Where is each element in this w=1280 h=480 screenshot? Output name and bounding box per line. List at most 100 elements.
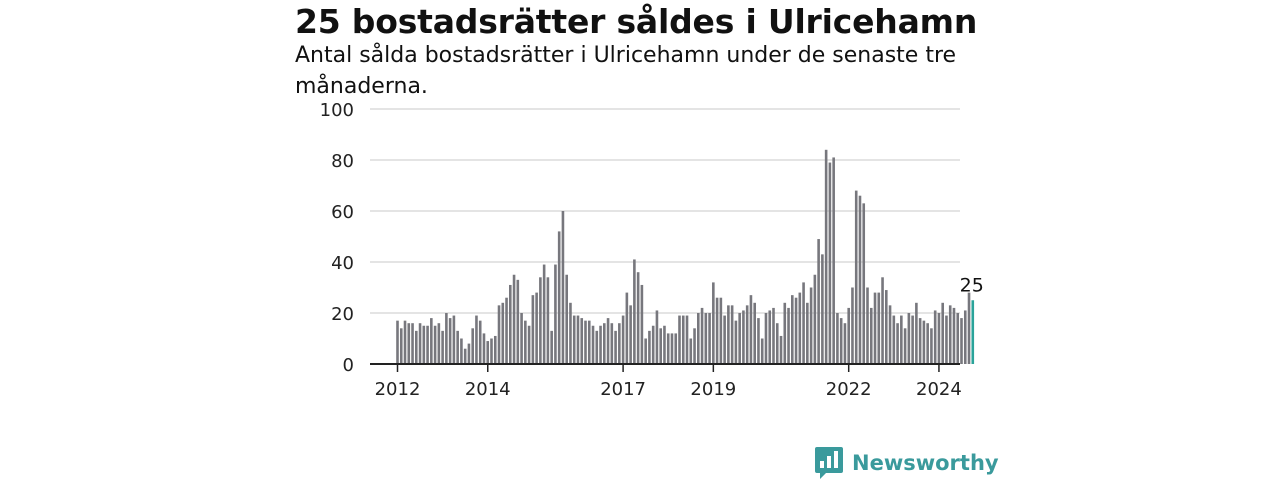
bar [486,341,490,364]
bar [633,259,636,364]
last-value-label: 25 [960,274,984,296]
chart-title: 25 bostadsrätter såldes i Ulricehamn [295,2,978,41]
bar [587,320,591,364]
bar [422,325,426,364]
bar [550,330,553,364]
chart-subtitle: Antal sålda bostadsrätter i Ulricehamn u… [295,43,957,99]
bar [426,325,429,364]
bar [881,277,884,364]
bar [809,287,813,364]
bar [712,282,715,364]
bar [554,264,557,364]
bar [580,318,584,364]
bar [772,307,775,364]
bar [441,330,444,364]
bar [565,274,568,364]
bar [648,330,651,364]
bar [640,284,644,364]
bar [866,287,869,364]
bar [629,305,632,364]
bar [403,320,407,364]
bar [854,190,858,364]
bar [433,325,437,364]
bar [531,295,535,364]
bar [851,287,854,364]
bar [546,277,550,364]
bar [527,325,531,364]
bar [738,313,741,364]
bar [715,297,719,364]
bar [524,320,527,364]
newsworthy-logo-text: Newsworthy [852,451,999,475]
bar [730,305,734,364]
bar [708,313,711,364]
bar [798,292,802,364]
bar [463,348,467,364]
bar [535,292,538,364]
bar [689,338,693,364]
bar [516,279,520,364]
bar [783,302,787,364]
bar [873,292,877,364]
bar [584,320,587,364]
bar [753,302,756,364]
bar [437,323,441,364]
bar [768,310,772,364]
bar [813,274,817,364]
bar [918,318,922,364]
bar [603,323,606,364]
bar [407,323,411,364]
bar [952,307,956,364]
bar [467,343,471,364]
bar [749,295,753,364]
bar [501,302,505,364]
bar [471,328,474,364]
bar [411,323,414,364]
bar [520,313,523,364]
bar [418,323,422,364]
bar [945,315,948,364]
bar [832,157,835,364]
bar [948,305,952,364]
bar [896,323,899,364]
bar [482,333,486,364]
bar [903,328,907,364]
bar [937,313,941,364]
bar [561,211,565,364]
bar [926,323,929,364]
bar [625,292,629,364]
x-tick-label: 2024 [916,379,962,400]
bar [415,330,418,364]
bar [824,149,828,364]
bar [862,203,866,364]
y-tick-label: 20 [331,304,354,325]
bar [557,231,561,364]
y-tick-label: 40 [331,253,354,274]
bar [847,307,850,364]
bar [697,313,700,364]
bar [614,330,617,364]
bar [843,323,847,364]
bar [779,335,783,364]
bar [900,315,903,364]
bar [460,338,463,364]
bar [963,310,967,364]
bar [941,302,944,364]
bar [572,315,576,364]
bar [659,328,662,364]
bar [497,305,501,364]
bar [430,318,433,364]
y-tick-label: 100 [320,100,354,121]
bar [794,297,798,364]
bar [674,333,678,364]
bar [967,292,971,364]
bar [885,290,888,364]
bar [828,162,832,364]
bar [681,315,685,364]
bar [806,302,809,364]
bar [644,338,647,364]
bar [734,320,738,364]
bar [678,315,681,364]
y-tick-label: 0 [343,355,354,376]
bar [723,315,726,364]
